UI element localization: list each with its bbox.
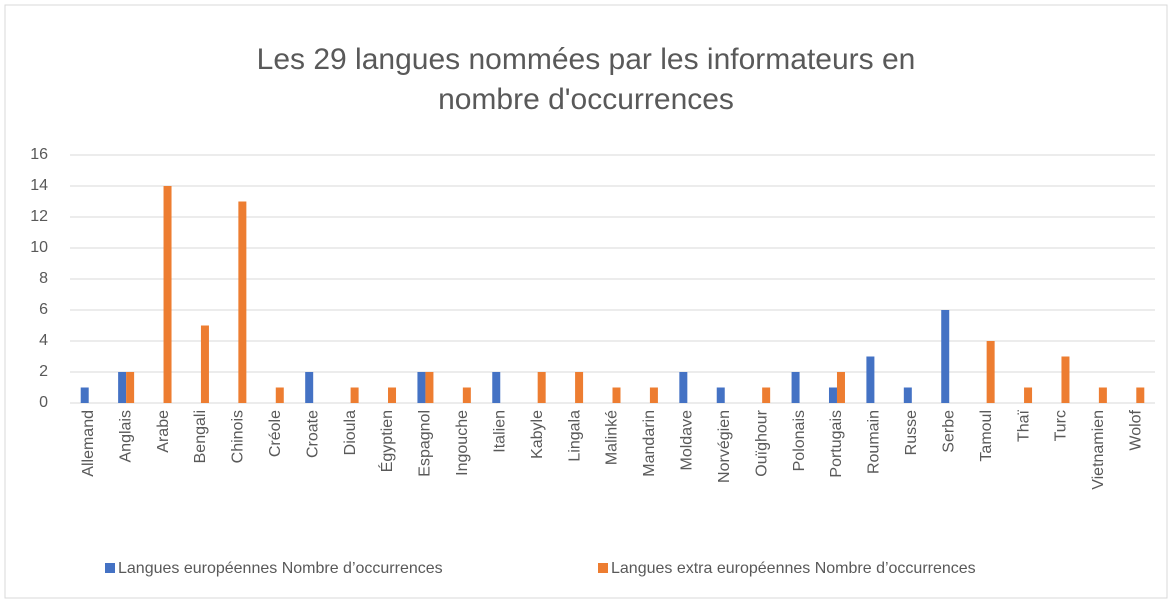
legend-label: Langues européennes Nombre d’occurrences — [118, 560, 443, 577]
y-tick-label: 10 — [30, 239, 48, 256]
bar — [903, 387, 912, 403]
bar — [118, 372, 127, 403]
chart-title: Les 29 langues nommées par les informate… — [256, 43, 916, 116]
y-tick-label: 4 — [39, 332, 48, 349]
legend-swatch — [105, 563, 115, 573]
bar — [612, 387, 621, 403]
x-tick-label: Égyptien — [377, 410, 396, 472]
bar — [275, 387, 284, 403]
x-tick-label: Polonais — [791, 410, 808, 471]
x-tick-label: Bengali — [192, 410, 209, 463]
bar — [679, 372, 688, 403]
x-tick-label: Arabe — [155, 410, 172, 453]
x-tick-label: Moldave — [679, 410, 696, 471]
legend-swatch — [598, 563, 608, 573]
x-tick-label: Mandarin — [641, 410, 658, 477]
bar — [866, 356, 875, 403]
bar — [492, 372, 501, 403]
bar — [828, 387, 837, 403]
y-tick-label: 0 — [39, 394, 48, 411]
x-tick-label: Dioula — [342, 410, 359, 455]
bar — [1061, 356, 1070, 403]
bar — [986, 341, 995, 403]
x-tick-label: Allemand — [80, 410, 97, 477]
bar — [163, 186, 172, 403]
bar — [716, 387, 725, 403]
x-tick-label: Portugais — [828, 410, 845, 478]
bar — [1136, 387, 1145, 403]
bar — [80, 387, 89, 403]
x-tick-label: Ouïghour — [753, 409, 770, 476]
bar — [1098, 387, 1107, 403]
x-tick-label: Espagnol — [417, 410, 434, 477]
bar — [941, 310, 950, 403]
x-tick-label: Créole — [267, 410, 284, 457]
x-tick-label: Norvégien — [716, 410, 733, 483]
bar — [836, 372, 845, 403]
y-tick-label: 14 — [30, 177, 48, 194]
x-tick-label: Anglais — [117, 410, 134, 462]
x-tick-label: Italien — [491, 410, 508, 453]
bar — [126, 372, 135, 403]
bar — [762, 387, 771, 403]
x-tick-label: Russe — [903, 410, 920, 455]
y-tick-label: 2 — [39, 363, 48, 380]
x-tick-label: Turc — [1053, 410, 1070, 441]
bar — [575, 372, 584, 403]
bar — [791, 372, 800, 403]
x-tick-label: Wolof — [1128, 409, 1145, 450]
x-tick-label: Vietnamien — [1090, 410, 1107, 490]
x-tick-label: Chinois — [230, 410, 247, 463]
bar — [350, 387, 359, 403]
x-tick-label: Thaï — [1015, 409, 1032, 442]
bar — [238, 201, 247, 403]
x-tick-label: Kabyle — [529, 410, 546, 459]
bar — [425, 372, 434, 403]
y-tick-label: 16 — [30, 146, 48, 163]
bar — [649, 387, 658, 403]
bar — [537, 372, 546, 403]
x-tick-label: Lingala — [566, 410, 583, 462]
y-tick-label: 8 — [39, 270, 48, 287]
y-tick-label: 6 — [39, 301, 48, 318]
bar — [1024, 387, 1033, 403]
bar — [305, 372, 314, 403]
bar — [462, 387, 471, 403]
x-tick-label: Ingouche — [454, 410, 471, 476]
x-tick-label: Croate — [304, 410, 321, 458]
x-tick-label: Tamoul — [978, 410, 995, 462]
bar — [388, 387, 397, 403]
bar — [200, 325, 209, 403]
x-tick-label: Malinké — [604, 410, 621, 465]
x-tick-label: Serbe — [940, 410, 957, 453]
y-tick-label: 12 — [30, 208, 48, 225]
bar — [417, 372, 426, 403]
chart-border — [4, 4, 1168, 599]
legend-label: Langues extra européennes Nombre d’occur… — [611, 560, 976, 577]
x-tick-label: Roumain — [866, 410, 883, 474]
